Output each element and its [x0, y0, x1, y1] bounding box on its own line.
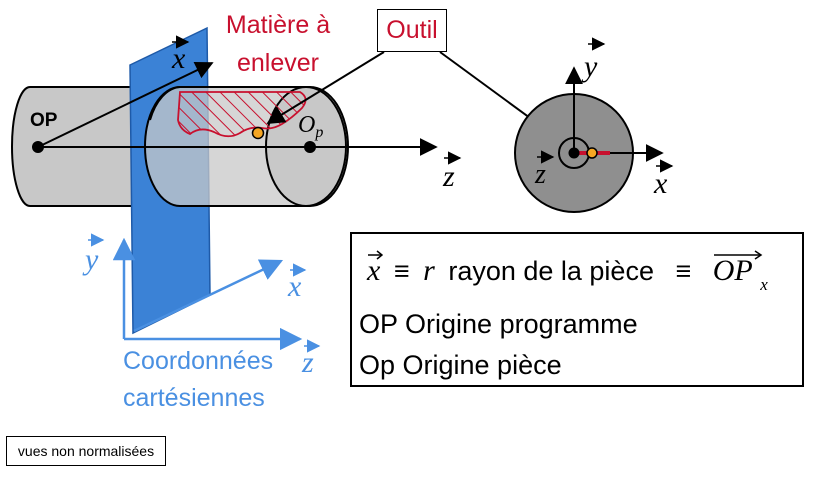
note-box: vues non normalisées [6, 436, 166, 466]
legend-line-3: Op Origine pièce [359, 350, 562, 380]
svg-text:x: x [171, 42, 186, 75]
svg-text:x: x [653, 167, 668, 200]
note-label: vues non normalisées [17, 443, 155, 459]
tool-contact-point [251, 126, 265, 140]
svg-text:z: z [442, 160, 455, 193]
legend-equiv: ≡ [393, 256, 410, 286]
outil-label-box: Outil [377, 9, 447, 52]
legend-box: x ≡ r rayon de la pièce ≡ OP x OP Origin… [350, 232, 804, 387]
op-origin-point [304, 141, 316, 153]
svg-text:z: z [301, 346, 314, 379]
svg-text:x: x [287, 270, 302, 303]
legend-line-2: OP Origine programme [359, 309, 638, 339]
coord-label-line1: Coordonnées [123, 347, 273, 375]
x-direction-arrow [37, 61, 214, 148]
y-label-blue: y [82, 233, 105, 276]
svg-text:z: z [534, 159, 546, 190]
op-point [32, 141, 44, 153]
z-label-blue: z [301, 339, 321, 379]
legend-line-1: x ≡ r rayon de la pièce ≡ OP x [359, 250, 768, 294]
svg-text:y: y [581, 50, 598, 83]
legend-op-vector-arrow [713, 250, 763, 260]
matiere-label-line2: enlever [237, 49, 319, 77]
cartesian-axes [112, 237, 303, 351]
y-label-disc: y [581, 37, 606, 83]
z-label-main: z [442, 151, 462, 193]
end-view-disc [514, 66, 664, 213]
x-label-disc: x [653, 159, 674, 200]
x-label-top: x [171, 35, 190, 75]
matiere-label-line1: Matière à [226, 11, 330, 39]
op-origin-label: Op [298, 112, 323, 141]
legend-op: OP [712, 254, 753, 287]
outil-label: Outil [386, 16, 438, 44]
x-label-blue: x [287, 263, 307, 303]
tool-pointer-left [266, 51, 385, 124]
legend-r: r [423, 254, 435, 287]
legend-equiv2: ≡ [675, 256, 692, 286]
z-label-disc: z [534, 150, 555, 190]
coord-label-line2: cartésiennes [123, 384, 265, 412]
legend-rayon: rayon de la pièce [448, 256, 654, 286]
material-to-remove [177, 91, 307, 138]
svg-text:y: y [82, 243, 99, 276]
legend-x: x [367, 254, 381, 287]
legend-op-sub: x [760, 275, 768, 294]
op-label: OP [30, 110, 58, 131]
legend-x-vector-arrow [368, 250, 383, 260]
